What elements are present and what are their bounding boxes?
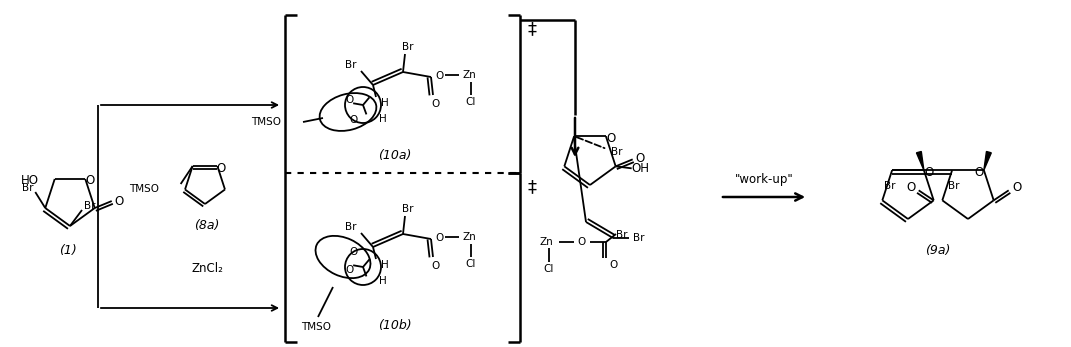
Text: O: O xyxy=(606,132,616,145)
Text: O: O xyxy=(435,233,443,243)
Text: Br: Br xyxy=(949,181,960,191)
Text: Br: Br xyxy=(345,60,357,70)
Text: TMSO: TMSO xyxy=(129,184,159,194)
Text: Br: Br xyxy=(85,201,95,211)
Text: OH: OH xyxy=(632,162,650,175)
Text: O: O xyxy=(1012,181,1022,194)
Text: H: H xyxy=(381,260,389,270)
Text: (9a): (9a) xyxy=(925,244,951,256)
Polygon shape xyxy=(917,152,924,170)
Text: "work-up": "work-up" xyxy=(735,172,794,186)
Text: O: O xyxy=(431,99,439,109)
Text: O: O xyxy=(975,166,983,179)
Text: O: O xyxy=(216,161,226,175)
Text: O: O xyxy=(924,166,934,179)
Text: O: O xyxy=(906,181,916,194)
Text: (8a): (8a) xyxy=(194,219,220,231)
Text: O: O xyxy=(578,237,586,247)
Text: O: O xyxy=(86,175,95,187)
Text: H: H xyxy=(379,114,387,124)
Text: O: O xyxy=(435,71,443,81)
Text: TMSO: TMSO xyxy=(301,322,331,332)
Text: O: O xyxy=(635,152,645,165)
Text: Zn: Zn xyxy=(462,232,476,242)
Text: ZnCl₂: ZnCl₂ xyxy=(191,262,223,274)
Text: O: O xyxy=(346,95,355,105)
Text: Cl: Cl xyxy=(466,97,477,107)
Text: Br: Br xyxy=(21,183,33,193)
Text: HO: HO xyxy=(20,175,39,187)
Text: Br: Br xyxy=(403,42,413,52)
Polygon shape xyxy=(984,152,992,170)
Text: TMSO: TMSO xyxy=(251,117,281,127)
Text: O: O xyxy=(115,195,123,208)
Text: Br: Br xyxy=(885,181,895,191)
Text: H: H xyxy=(381,98,389,108)
Text: Br: Br xyxy=(633,233,645,243)
Text: Br: Br xyxy=(616,230,628,240)
Text: O: O xyxy=(346,265,355,275)
Text: ‡: ‡ xyxy=(528,178,537,196)
Text: O: O xyxy=(431,261,439,271)
Text: Br: Br xyxy=(403,204,413,214)
Text: Cl: Cl xyxy=(466,259,477,269)
Text: Cl: Cl xyxy=(544,264,554,274)
Text: ‡: ‡ xyxy=(528,20,537,38)
Text: (10b): (10b) xyxy=(378,319,412,331)
Text: Zn: Zn xyxy=(539,237,553,247)
Text: (10a): (10a) xyxy=(378,149,411,161)
Text: O: O xyxy=(609,260,618,270)
Text: (1): (1) xyxy=(59,244,77,256)
Text: Zn: Zn xyxy=(462,70,476,80)
Text: Br: Br xyxy=(612,147,623,157)
Text: O: O xyxy=(349,247,357,257)
Text: H: H xyxy=(379,276,387,286)
Text: O: O xyxy=(349,115,357,125)
Text: Br: Br xyxy=(345,222,357,232)
